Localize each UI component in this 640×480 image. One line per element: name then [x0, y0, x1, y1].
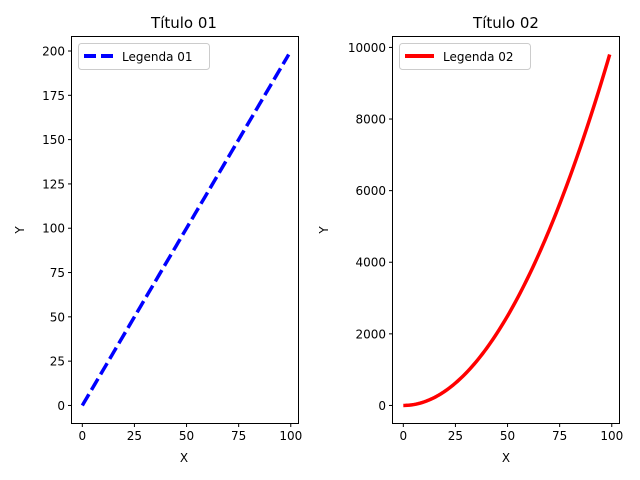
- subplot-left-legend: Legenda 01: [78, 43, 210, 70]
- y-tick-label: 50: [50, 310, 65, 324]
- series-line: [80, 53, 291, 407]
- legend-label: Legenda 02: [443, 50, 514, 64]
- y-tick-label: 2000: [355, 327, 386, 341]
- x-tick-label: 75: [552, 429, 567, 443]
- legend-label: Legenda 01: [122, 50, 193, 64]
- subplot-left-xlabel: X: [180, 451, 188, 465]
- subplot-right-title: Título 02: [472, 14, 539, 32]
- subplot-left-ylabel: Y: [13, 226, 27, 235]
- x-tick-label: 25: [127, 429, 142, 443]
- subplot-right-frame: [392, 36, 620, 424]
- x-tick-label: 50: [500, 429, 515, 443]
- legend-box: [78, 43, 210, 70]
- subplot-left-ticks: 0 25 50 75 100 0 25 50 75 100 125 150 175 200: [42, 45, 302, 443]
- y-tick-label: 150: [42, 133, 65, 147]
- subplot-left-series: [80, 53, 291, 407]
- y-tick-label: 175: [42, 89, 65, 103]
- x-tick-label: 75: [231, 429, 246, 443]
- x-tick-label: 50: [179, 429, 194, 443]
- subplot-right-series: [403, 54, 612, 408]
- x-tick-label: 0: [399, 429, 407, 443]
- y-tick-label: 10000: [348, 41, 386, 55]
- subplot-left: Título 01 0 25 50 75 100 0 25 50 75 100 125 150 175 2…: [13, 14, 302, 465]
- subplot-left-frame: [71, 36, 299, 424]
- y-tick-label: 25: [50, 355, 65, 369]
- y-tick-label: 8000: [355, 113, 386, 127]
- x-tick-label: 100: [279, 429, 302, 443]
- y-tick-label: 125: [42, 177, 65, 191]
- y-tick-label: 75: [50, 266, 65, 280]
- x-tick-label: 100: [600, 429, 623, 443]
- x-tick-label: 0: [78, 429, 86, 443]
- subplot-right-legend: Legenda 02: [399, 43, 531, 70]
- subplot-right: Título 02 0 25 50 75 100 0 2000 4000 6000 8000 100…: [317, 14, 623, 465]
- y-tick-label: 0: [57, 399, 65, 413]
- y-tick-label: 100: [42, 222, 65, 236]
- x-tick-label: 25: [448, 429, 463, 443]
- y-tick-label: 0: [378, 399, 386, 413]
- subplot-right-xlabel: X: [502, 451, 510, 465]
- y-tick-label: 4000: [355, 256, 386, 270]
- y-tick-label: 6000: [355, 184, 386, 198]
- series-line: [403, 54, 612, 408]
- subplot-right-ylabel: Y: [317, 226, 331, 235]
- legend-box: [399, 43, 531, 70]
- y-tick-label: 200: [42, 45, 65, 59]
- subplot-left-title: Título 01: [150, 14, 217, 32]
- subplot-right-ticks: 0 25 50 75 100 0 2000 4000 6000 8000 10000: [348, 41, 623, 443]
